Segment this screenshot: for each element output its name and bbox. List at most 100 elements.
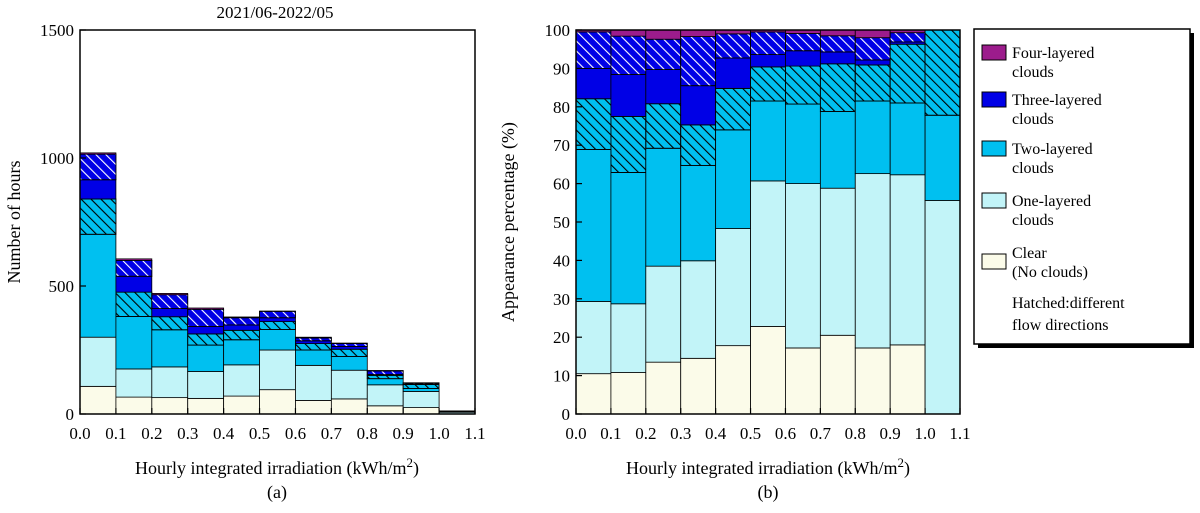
chart-b-bar-four-layered-bin-7	[819, 29, 856, 37]
chart-b-bar-two-layered-bin-8	[854, 100, 891, 175]
chart-a-bar-hatch-three-layered-hatched-bin-4	[223, 317, 260, 326]
chart-a-bar-hatch-three-layered-hatched-bin-5	[259, 310, 296, 319]
chart-b-bar-hatch-two-layered-hatched-bin-4	[715, 87, 751, 131]
chart-a-bar-hatch-three-layered-hatched-bin-7	[330, 343, 368, 347]
chart-b-bar-clear-bin-4	[715, 345, 751, 415]
chart-a-xtick-label-10: 1.0	[428, 424, 449, 443]
chart-a-bar-one-layered-bin-3	[187, 371, 225, 399]
chart-b-ytick-label-2: 20	[553, 328, 570, 347]
chart-b-bar-hatch-two-layered-hatched-bin-9	[889, 43, 926, 104]
chart-b-bar-hatch-three-layered-hatched-bin-0	[575, 31, 612, 69]
chart-b-bar-two-layered-bin-2	[645, 147, 682, 267]
chart-a-bar-four-layered-bin-0	[79, 152, 117, 155]
chart-b-bar-hatch-two-layered-hatched-bin-1	[610, 116, 647, 173]
chart-a-bar-one-layered-bin-6	[295, 364, 332, 401]
chart-a-ytick-label-3: 1500	[40, 21, 74, 40]
chart-b-bar-hatch-three-layered-hatched-bin-5	[750, 31, 786, 55]
chart-b-xlabel-sup: 2	[897, 455, 904, 470]
chart-b-bar-two-layered-bin-4	[715, 129, 751, 229]
chart-a-bars	[79, 152, 476, 415]
chart-a-xtick-label-4: 0.4	[213, 424, 235, 443]
chart-a-xtick-label-0: 0.0	[69, 424, 90, 443]
chart-b-xtick-label-8: 0.8	[845, 424, 866, 443]
chart-b-xlabel-close: )	[904, 458, 910, 479]
legend-item-one: One-layered clouds	[981, 192, 1091, 229]
chart-b-xtick-label-4: 0.4	[705, 424, 727, 443]
chart-b-xtick-label-10: 1.0	[914, 424, 935, 443]
chart-a-xtick-label-6: 0.6	[285, 424, 306, 443]
chart-a-bar-four-layered-bin-3	[187, 307, 225, 310]
legend-label-two-1: Two-layered	[1012, 141, 1093, 158]
chart-b-bar-one-layered-bin-3	[680, 260, 717, 359]
panel-a: 2021/06-2022/05 0.0 0.1 0.2 0.3 0.4 0.5 0.6 0.7…	[4, 3, 486, 503]
chart-a-bar-one-layered-bin-9	[402, 391, 440, 408]
chart-a-bar-clear-bin-6	[295, 400, 332, 415]
chart-b-xtick-label-6: 0.6	[775, 424, 796, 443]
chart-a-xlabel: Hourly integrated irradiation (kWh/m2)	[135, 455, 419, 479]
chart-a-bar-clear-bin-2	[151, 397, 189, 415]
chart-a-bar-hatch-two-layered-hatched-bin-0	[79, 198, 117, 235]
chart-a-bar-hatch-two-layered-hatched-bin-7	[330, 348, 368, 357]
chart-b-bar-one-layered-bin-9	[889, 174, 926, 346]
chart-a-xtick-label-11: 1.1	[464, 424, 485, 443]
legend-label-clear-1: Clear	[1012, 245, 1047, 262]
chart-b-bar-hatch-two-layered-hatched-bin-8	[854, 64, 891, 102]
chart-a-bar-three-layered-bin-2	[151, 308, 189, 318]
chart-b-bar-clear-bin-5	[750, 326, 786, 415]
chart-b-bar-hatch-three-layered-hatched-bin-8	[854, 37, 891, 61]
chart-b-bar-hatch-three-layered-hatched-bin-1	[610, 35, 647, 75]
chart-b-bar-three-layered-bin-4	[715, 57, 751, 89]
chart-b-bar-clear-bin-3	[680, 357, 717, 415]
chart-a-bar-four-layered-bin-1	[115, 258, 153, 261]
legend-swatch-one	[981, 192, 1007, 209]
chart-a-xtick-label-5: 0.5	[249, 424, 270, 443]
chart-a-bar-two-layered-bin-6	[295, 349, 332, 366]
chart-b-bar-three-layered-bin-3	[680, 85, 717, 126]
legend-label-three-2: clouds	[1012, 111, 1054, 128]
chart-b-bar-hatch-two-layered-hatched-bin-5	[750, 66, 786, 102]
chart-b-bar-three-layered-bin-8	[854, 59, 891, 66]
chart-a-bar-two-layered-bin-2	[151, 329, 189, 368]
chart-a-bar-clear-bin-9	[402, 407, 440, 415]
chart-b-bars	[575, 29, 961, 415]
chart-b-bar-two-layered-bin-6	[785, 103, 821, 184]
chart-b-bar-hatch-three-layered-hatched-bin-7	[819, 35, 856, 53]
chart-b-ylabel: Appearance percentage (%)	[498, 122, 519, 322]
chart-a-xlabel-sup: 2	[406, 455, 413, 470]
chart-b-bar-four-layered-bin-2	[645, 29, 682, 40]
chart-b-ytick-label-10: 100	[545, 21, 571, 40]
chart-b-bar-hatch-two-layered-hatched-bin-6	[785, 65, 821, 105]
chart-a-ytick-label-1: 500	[49, 277, 75, 296]
chart-b-ytick-label-9: 90	[553, 59, 570, 78]
chart-a-bar-clear-bin-8	[366, 405, 404, 415]
legend-label-two-2: clouds	[1012, 160, 1054, 177]
chart-b-ytick-label-3: 30	[553, 290, 570, 309]
chart-a-bar-clear-bin-7	[330, 398, 368, 415]
chart-a-xtick-label-1: 0.1	[105, 424, 126, 443]
chart-a-panel-label: (a)	[267, 482, 287, 503]
chart-b-bar-hatch-two-layered-hatched-bin-7	[819, 63, 856, 112]
chart-b-bar-four-layered-bin-3	[680, 29, 717, 37]
chart-a-xtick-label-8: 0.8	[357, 424, 378, 443]
legend-label-one-2: clouds	[1012, 212, 1054, 229]
chart-b-xtick-label-11: 1.1	[949, 424, 970, 443]
chart-b-bar-clear-bin-7	[819, 334, 856, 415]
chart-a-bar-three-layered-bin-3	[187, 326, 225, 335]
chart-b-bar-three-layered-bin-0	[575, 68, 612, 100]
chart-b-bar-two-layered-bin-5	[750, 100, 786, 182]
chart-a-bar-four-layered-bin-7	[330, 342, 368, 345]
chart-a-bar-four-layered-bin-2	[151, 293, 189, 296]
chart-b-ytick-label-1: 10	[553, 367, 570, 386]
chart-a-bar-hatch-two-layered-hatched-bin-9	[402, 384, 440, 389]
chart-a-xtick-label-9: 0.9	[393, 424, 414, 443]
chart-b-bar-hatch-three-layered-hatched-bin-9	[889, 32, 926, 43]
chart-b-bar-three-layered-bin-5	[750, 54, 786, 68]
chart-b-xtick-label-9: 0.9	[880, 424, 901, 443]
chart-a-bar-four-layered-bin-6	[295, 336, 332, 339]
chart-a-ytick-label-2: 1000	[40, 149, 74, 168]
legend-note-1: Hatched:different	[1012, 295, 1125, 312]
chart-b-bar-clear-bin-1	[610, 372, 647, 415]
chart-b-ticks: 0.0 0.1 0.2 0.3 0.4 0.5 0.6 0.7 0.8 0.9 1.0 1.1 0 10 2…	[545, 21, 971, 443]
chart-b-xtick-label-5: 0.5	[740, 424, 761, 443]
